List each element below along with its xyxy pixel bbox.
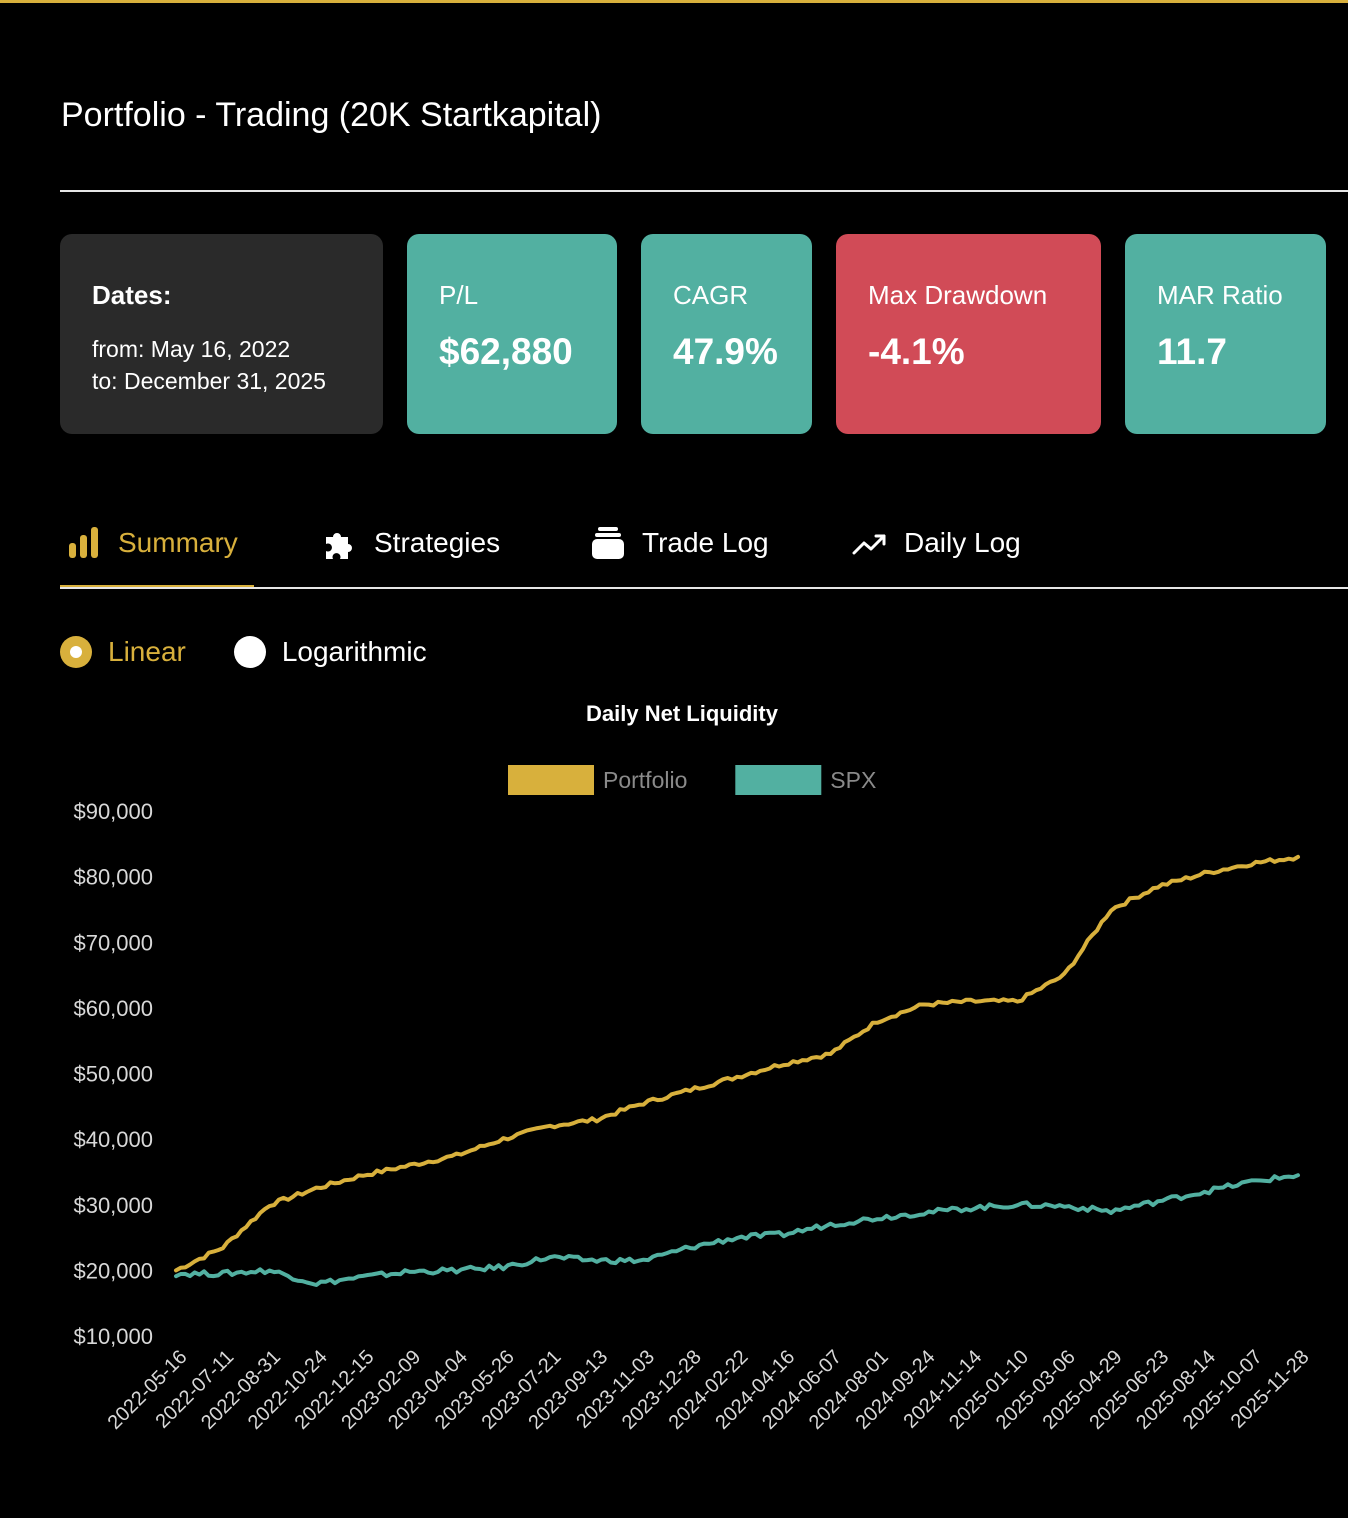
- legend-swatch: [735, 765, 822, 795]
- date-from: from: May 16, 2022: [92, 336, 291, 362]
- metric-value: 11.7: [1157, 331, 1227, 372]
- radio-label: Logarithmic: [281, 636, 427, 667]
- date-to: to: December 31, 2025: [92, 368, 326, 394]
- metric-label: CAGR: [673, 280, 749, 310]
- radio-linear[interactable]: Linear: [60, 636, 186, 668]
- legend-label: Portfolio: [603, 767, 687, 793]
- metric-label: P/L: [439, 280, 479, 310]
- legend-label: SPX: [830, 767, 876, 793]
- title-divider: [60, 190, 1348, 192]
- radio-indicator: [60, 636, 92, 668]
- trend-icon: [852, 525, 888, 561]
- metric-label: MAR Ratio: [1157, 280, 1283, 310]
- metric-card-cagr: CAGR 47.9%: [641, 234, 812, 434]
- tab-label: Daily Log: [904, 527, 1021, 558]
- metric-card-max-drawdown: Max Drawdown -4.1%: [836, 234, 1101, 434]
- y-tick-label: $90,000: [73, 799, 153, 824]
- radio-indicator: [233, 636, 266, 668]
- series-line-spx: [174, 1173, 1300, 1287]
- metric-value: $62,880: [439, 331, 573, 372]
- tab-strategies[interactable]: Strategies: [322, 500, 500, 586]
- legend-swatch: [508, 765, 594, 795]
- tab-daily-log[interactable]: Daily Log: [852, 500, 1021, 586]
- tab-label: Strategies: [374, 527, 501, 558]
- metric-label: Max Drawdown: [868, 280, 1048, 310]
- y-tick-label: $40,000: [73, 1127, 153, 1152]
- radio-logarithmic[interactable]: Logarithmic: [233, 636, 427, 668]
- puzzle-icon: [322, 525, 358, 561]
- tab-trade-log[interactable]: Trade Log: [590, 500, 769, 586]
- bar-chart-icon: [66, 525, 102, 561]
- tab-label: Summary: [118, 527, 238, 558]
- metric-card-pl: P/L $62,880: [407, 234, 617, 434]
- tab-label: Trade Log: [642, 527, 769, 558]
- radio-label: Linear: [108, 636, 186, 667]
- y-tick-label: $30,000: [73, 1193, 153, 1218]
- y-tick-label: $20,000: [73, 1258, 153, 1283]
- layers-icon: [590, 525, 626, 561]
- top-accent-bar: [0, 0, 1348, 3]
- chart-title: Daily Net Liquidity: [586, 701, 779, 726]
- dates-label: Dates:: [92, 280, 172, 310]
- dates-card: Dates: from: May 16, 2022 to: December 3…: [60, 234, 383, 434]
- net-liquidity-chart: Daily Net Liquidity Portfolio SPX $90,000 $8…: [73, 701, 1313, 1434]
- y-tick-label: $10,000: [73, 1324, 153, 1349]
- metric-value: -4.1%: [868, 331, 965, 372]
- series-line-portfolio: [174, 854, 1300, 1273]
- scale-toggle: Linear Logarithmic: [60, 634, 475, 670]
- y-tick-label: $60,000: [73, 996, 153, 1021]
- y-tick-label: $80,000: [73, 865, 153, 890]
- metric-value: 47.9%: [673, 331, 778, 372]
- tabs-divider: [60, 587, 1348, 589]
- page-title: Portfolio - Trading (20K Startkapital): [61, 96, 602, 134]
- tab-summary[interactable]: Summary: [66, 500, 238, 586]
- y-tick-label: $50,000: [73, 1062, 153, 1087]
- metric-card-mar-ratio: MAR Ratio 11.7: [1125, 234, 1326, 434]
- tab-bar: Summary Strategies Trade Log Daily Log: [60, 500, 1348, 590]
- y-tick-label: $70,000: [73, 930, 153, 955]
